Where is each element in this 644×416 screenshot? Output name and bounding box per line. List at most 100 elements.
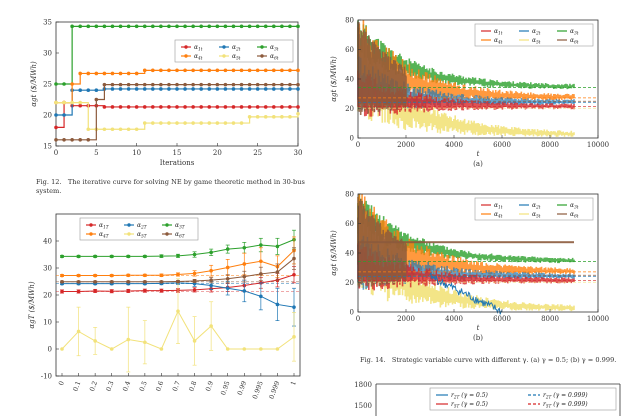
fig13-x-tick-label: 0.9	[204, 380, 215, 392]
fig12-data-point	[263, 68, 268, 73]
fig12-data-point	[272, 68, 276, 73]
fig12-data-point	[280, 68, 284, 73]
fig14b-series-line	[429, 272, 503, 315]
fig12-data-point	[280, 115, 284, 119]
fig12-data-point	[134, 82, 139, 87]
fig13-data-point	[259, 259, 263, 264]
fig13-data-point	[275, 270, 280, 274]
fig12-data-point	[199, 105, 203, 109]
fig12-data-point	[255, 24, 260, 29]
fig13-data-point	[60, 347, 64, 351]
fig13-data-point	[109, 279, 114, 284]
fig13-series-line	[62, 258, 295, 283]
fig12-legend-label: α1t	[194, 44, 203, 52]
fig12-data-point	[296, 24, 300, 29]
fig14a-legend-label: α1t	[494, 28, 503, 36]
fig12-data-point	[288, 82, 292, 87]
fig12-data-point	[151, 24, 155, 29]
fig12-data-point	[199, 87, 203, 91]
fig12-data-point	[54, 82, 58, 86]
fig12-data-point	[134, 71, 139, 76]
fig12-data-point	[183, 68, 187, 73]
fig13-x-tick-label: 0.7	[171, 380, 182, 392]
fig12-data-point	[86, 138, 91, 142]
fig13-legend-marker	[127, 232, 131, 236]
fig12-caption-text: The iterative curve for solving NE by ga…	[67, 178, 305, 186]
fig13-data-point	[76, 254, 81, 259]
fig12-legend-marker	[260, 45, 264, 49]
fig13-chart: -10 0 10 20 30 40 0 0.1 0.2 0.3 0.4 0.5 0.6 0.7 0.8 0.9…	[0, 206, 310, 416]
fig13-x-tick-label: 0.95	[219, 380, 231, 396]
fig14b-y-tick-label: 80	[345, 191, 354, 199]
fig12-data-point	[54, 113, 58, 117]
fig13-data-point	[259, 243, 263, 247]
fig13-data-point	[192, 288, 197, 292]
fig14a-x-tick-label: 6000	[493, 141, 511, 149]
fig12-data-point	[110, 82, 115, 87]
fig13-data-point	[159, 254, 164, 258]
fig13-data-point	[93, 279, 97, 284]
fig12-data-point	[118, 105, 123, 109]
fig12-legend-marker	[184, 45, 188, 49]
fig12-data-point	[199, 24, 203, 29]
fig13-y-tick-label: 40	[43, 238, 52, 246]
fig12-data-point	[126, 87, 131, 91]
fig12-data-point	[183, 82, 187, 87]
fig12-data-point	[54, 138, 58, 142]
fig13-y-tick-label: 10	[43, 319, 52, 327]
fig12-x-tick-label: 30	[294, 149, 303, 157]
fig14a-x-tick-label: 8000	[541, 141, 559, 149]
fig13-data-point	[209, 250, 213, 255]
fig13-data-point	[126, 279, 131, 284]
fig12-data-point	[134, 87, 139, 91]
fig13-y-tick-label: -10	[41, 373, 52, 381]
fig12-data-point	[126, 105, 131, 109]
fig12-data-point	[54, 125, 58, 130]
fig12-data-point	[215, 82, 220, 87]
fig12-data-point	[207, 87, 212, 91]
fig12-data-point	[142, 121, 147, 125]
fig13-data-point	[60, 254, 64, 259]
fig12-series-line	[56, 69, 298, 104]
fig13-x-tick-label: 0.3	[105, 380, 116, 392]
fig13-data-point	[275, 302, 280, 307]
fig14b-y-tick-label: 60	[345, 220, 354, 228]
fig12-data-point	[102, 71, 107, 76]
fig12-data-point	[159, 121, 163, 125]
fig12-data-point	[199, 82, 203, 87]
fig14b-legend-label: α4t	[494, 211, 503, 219]
fig12-data-point	[151, 105, 155, 109]
fig12-data-point	[239, 24, 244, 29]
fig14b-legend-label: α6t	[570, 211, 579, 219]
fig12-data-point	[167, 121, 171, 125]
fig12-data-point	[296, 105, 300, 109]
fig13-x-tick-label: 0.2	[88, 380, 99, 392]
fig12-data-point	[70, 82, 74, 86]
fig13-data-point	[292, 305, 296, 309]
fig12-data-point	[94, 97, 99, 102]
fig12-data-point	[118, 24, 123, 29]
fig13-legend-marker	[165, 223, 169, 227]
fig13-data-point	[126, 273, 131, 278]
fig15-y-tick-label: 1800	[354, 381, 372, 389]
fig14a-x-tick-label: 4000	[445, 141, 463, 149]
fig14a-y-tick-label: 80	[345, 17, 354, 25]
fig13-y-tick-label: 20	[43, 292, 52, 300]
fig12-data-point	[231, 82, 236, 87]
fig14b-svg: 0 2000 4000 6000 8000 10000 0 20 40 60 80 t (b) αgt (…	[330, 191, 609, 343]
fig14-caption: Fig. 14. Strategic variable curve with d…	[360, 356, 640, 365]
fig12-data-point	[207, 24, 212, 29]
fig12-data-point	[199, 68, 203, 73]
fig13-legend-label: α1T	[99, 222, 110, 230]
fig12-data-point	[247, 24, 252, 29]
fig13-data-point	[292, 335, 296, 339]
fig12-data-point	[263, 87, 268, 91]
fig12-data-point	[288, 115, 292, 119]
fig12-data-point	[78, 71, 82, 76]
fig13-data-point	[109, 273, 114, 278]
fig14a-chart: 0 2000 4000 6000 8000 10000 0 20 40 60 80 t (a) αgt (…	[320, 8, 640, 178]
fig13-data-point	[126, 289, 131, 293]
fig13-x-tick-label: 0.999	[267, 380, 281, 400]
fig12-data-point	[223, 24, 228, 29]
fig12-data-point	[62, 82, 66, 86]
